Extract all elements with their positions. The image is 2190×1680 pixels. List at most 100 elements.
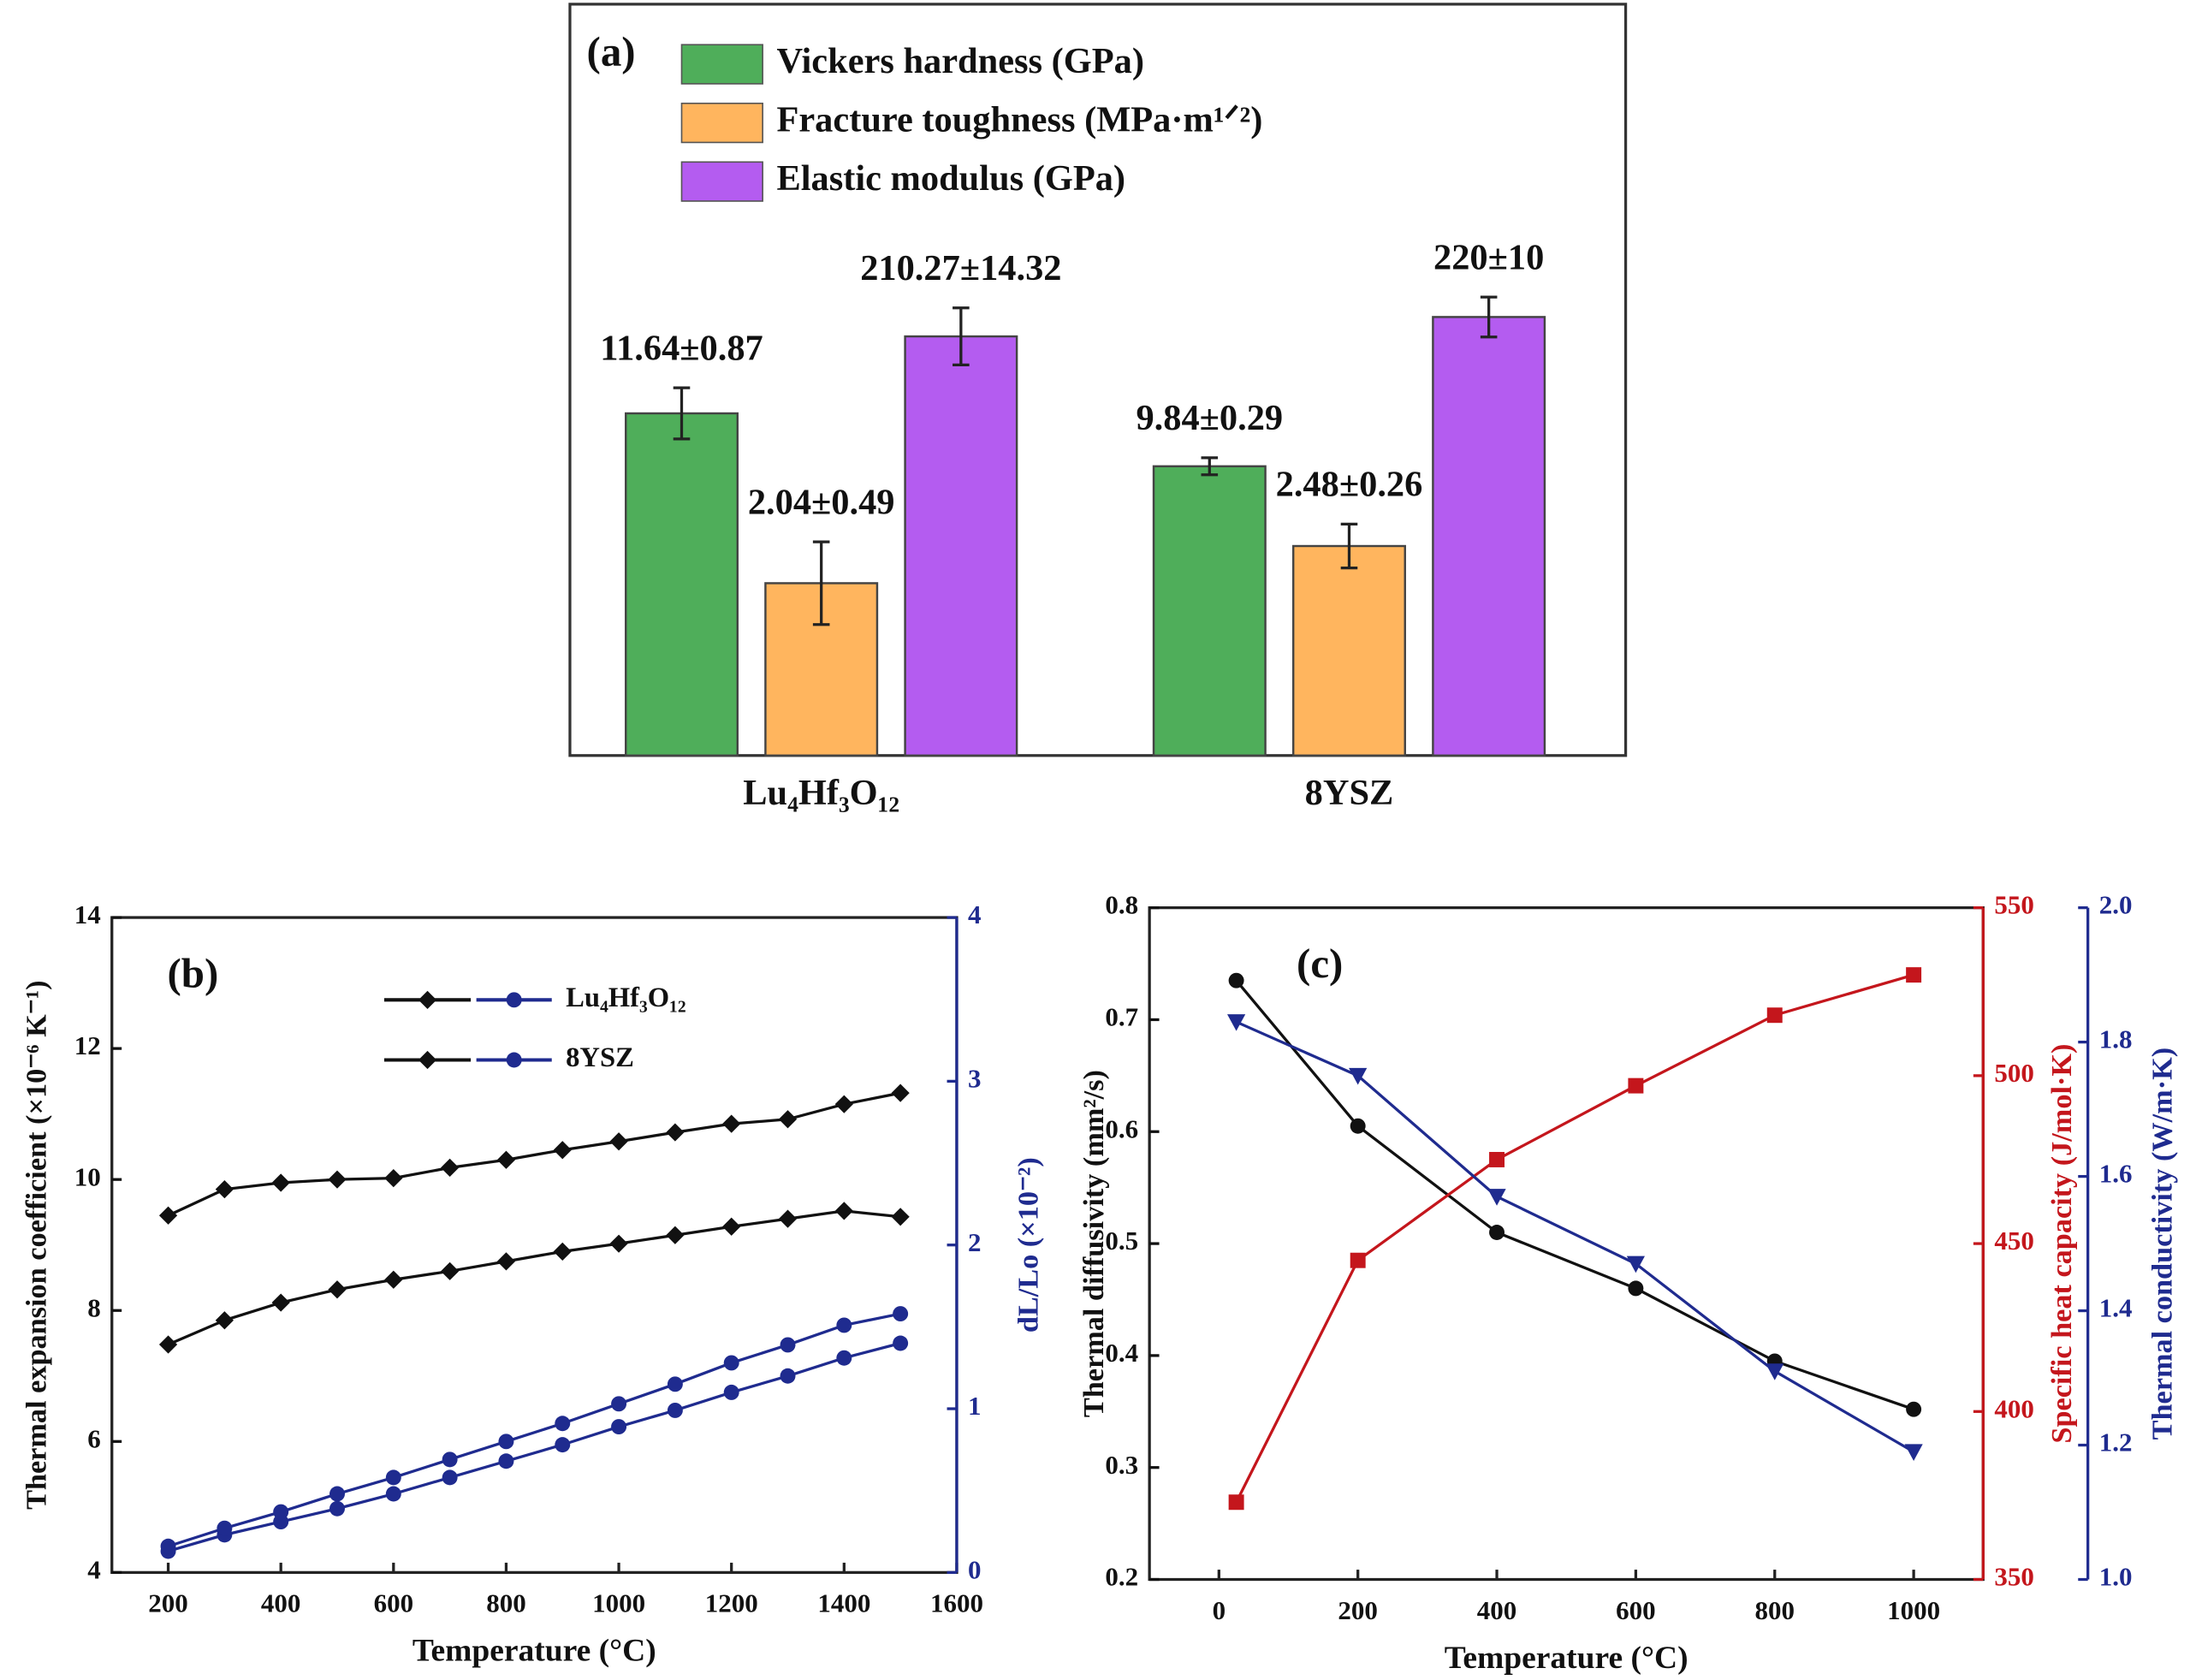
marker <box>611 1396 627 1412</box>
marker <box>1489 1151 1505 1167</box>
y3-tick-label: 1.2 <box>2099 1428 2133 1457</box>
error-bar <box>1480 295 1498 339</box>
marker <box>667 1402 683 1418</box>
legend-swatch <box>680 102 763 144</box>
category-label: Lu₄Hf₃O₁₂ <box>743 773 899 813</box>
y-tick-label: 6 <box>87 1423 101 1453</box>
marker <box>1904 1444 1923 1461</box>
marker <box>496 1150 516 1169</box>
marker <box>836 1317 852 1333</box>
bar <box>1291 544 1406 757</box>
y2-tick-label: 400 <box>1994 1393 2034 1423</box>
marker <box>891 1208 910 1226</box>
y3-axis-label: Thermal conductivity (W/m·K) <box>2145 1048 2178 1440</box>
marker <box>780 1337 796 1353</box>
marker <box>1350 1252 1366 1268</box>
x-tick-label: 200 <box>1338 1595 1378 1625</box>
y-tick-label: 0.5 <box>1105 1226 1138 1256</box>
legend-label: Fracture toughness (MPa·m¹ᐟ²) <box>776 99 1262 140</box>
x-tick-label: 1400 <box>817 1588 870 1618</box>
value-label: 220±10 <box>1433 237 1544 277</box>
series-line <box>168 1341 901 1553</box>
error-bar <box>1340 522 1358 570</box>
marker <box>271 1173 290 1192</box>
legend-swatch <box>680 161 763 202</box>
marker <box>834 1202 853 1220</box>
marker <box>1626 1256 1646 1273</box>
marker <box>158 1206 178 1225</box>
marker <box>555 1416 571 1432</box>
series-line <box>167 1209 901 1346</box>
marker <box>418 990 437 1009</box>
y-tick-label: 0.7 <box>1105 1002 1138 1032</box>
plot-frame <box>568 3 1628 757</box>
y3-tick-label: 1.6 <box>2099 1159 2133 1189</box>
marker <box>780 1368 796 1384</box>
series-line <box>1235 973 1914 1503</box>
marker <box>1906 967 1922 983</box>
legend-label: Elastic modulus (GPa) <box>776 158 1125 199</box>
marker <box>496 1252 516 1271</box>
marker <box>553 1242 572 1261</box>
y-tick-label: 4 <box>87 1554 101 1584</box>
panel-label: (c) <box>1297 940 1343 987</box>
x-tick-label: 1000 <box>1887 1595 1940 1625</box>
y2-axis-label: dL/Lo (×10⁻²) <box>1012 1157 1044 1333</box>
y-tick-label: 10 <box>74 1161 101 1191</box>
y2-tick-label: 500 <box>1994 1058 2034 1088</box>
marker <box>778 1110 798 1129</box>
marker <box>329 1486 345 1502</box>
marker <box>329 1500 345 1517</box>
marker <box>834 1095 853 1113</box>
error-bar <box>812 540 830 626</box>
x-tick-label: 400 <box>1477 1595 1517 1625</box>
marker <box>506 1052 522 1068</box>
marker <box>385 1469 401 1486</box>
marker <box>723 1355 739 1371</box>
y2-tick-label: 2 <box>968 1227 982 1257</box>
error-bar <box>953 306 970 367</box>
marker <box>723 1384 739 1400</box>
bar <box>1152 465 1267 757</box>
marker <box>778 1209 798 1228</box>
y-tick-label: 0.6 <box>1105 1113 1138 1143</box>
marker <box>1628 1077 1644 1094</box>
panel-label: (a) <box>587 28 636 75</box>
bar <box>1432 316 1546 757</box>
y-axis-label: Thermal expansion coefficient (×10⁻⁶ K⁻¹… <box>21 980 53 1509</box>
marker <box>384 1169 403 1188</box>
marker <box>442 1469 458 1486</box>
marker <box>722 1114 741 1133</box>
y3-tick-label: 1.4 <box>2099 1293 2133 1323</box>
y2-tick-label: 3 <box>968 1063 982 1093</box>
y-axis-label: Thermal diffusivity (mm²/s) <box>1077 1070 1110 1417</box>
marker <box>609 1234 628 1253</box>
series-line <box>1235 979 1914 1411</box>
bar <box>904 335 1018 757</box>
marker <box>498 1434 514 1450</box>
marker <box>553 1141 572 1160</box>
marker <box>609 1132 628 1151</box>
error-bar <box>673 386 691 441</box>
marker <box>666 1226 685 1244</box>
marker <box>836 1350 852 1366</box>
x-tick-label: 200 <box>148 1588 188 1618</box>
marker <box>328 1280 347 1299</box>
marker <box>1628 1280 1644 1297</box>
marker <box>555 1437 571 1453</box>
plot-frame <box>110 916 958 1574</box>
marker <box>1349 1067 1368 1085</box>
value-label: 2.48±0.26 <box>1276 465 1423 505</box>
marker <box>1228 1494 1244 1511</box>
marker <box>385 1486 401 1502</box>
marker <box>328 1170 347 1189</box>
marker <box>893 1306 909 1322</box>
y-tick-label: 0.3 <box>1105 1450 1138 1480</box>
marker <box>441 1158 460 1178</box>
marker <box>498 1453 514 1469</box>
y2-tick-label: 0 <box>968 1554 982 1584</box>
y-tick-label: 8 <box>87 1292 101 1322</box>
y-tick-label: 0.2 <box>1105 1562 1138 1592</box>
